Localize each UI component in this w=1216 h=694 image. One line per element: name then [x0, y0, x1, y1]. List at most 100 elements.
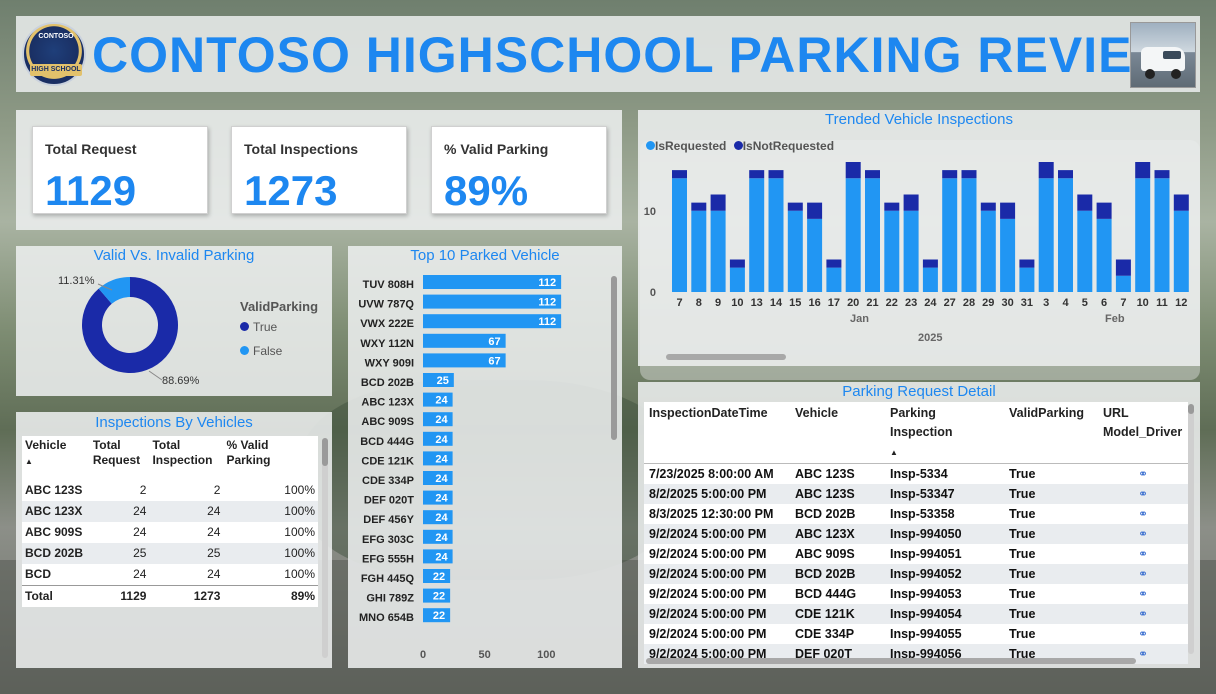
table-row[interactable]: 9/2/2024 5:00:00 PM BCD 444G Insp-994053 Tr… [644, 584, 1188, 604]
link-icon[interactable]: ⚭ [1098, 504, 1188, 524]
table-row[interactable]: 9/2/2024 5:00:00 PM CDE 121K Insp-994054 Tr… [644, 604, 1188, 624]
bar-value-label: 112 [538, 297, 556, 309]
scrollbar[interactable] [1188, 404, 1194, 654]
bar-segment-isrequested [710, 210, 726, 292]
column-header-valid-parking[interactable]: % Valid Parking [223, 436, 318, 480]
link-icon[interactable]: ⚭ [1098, 544, 1188, 564]
link-icon[interactable]: ⚭ [1098, 463, 1188, 484]
column-header-total-inspection[interactable]: Total Inspection [149, 436, 224, 480]
bar-category-label: WXY 112N [360, 338, 414, 350]
kpi-card-valid-parking[interactable]: % Valid Parking 89% [431, 126, 607, 214]
column-header-inspection-datetime[interactable]: InspectionDateTime [644, 402, 790, 464]
chart-title: Top 10 Parked Vehicle [410, 247, 560, 264]
table-row[interactable]: 9/2/2024 5:00:00 PM CDE 334P Insp-994055 Tr… [644, 624, 1188, 644]
bar-segment-isrequested [1019, 267, 1035, 292]
bar [423, 431, 453, 446]
donut-label-true: 88.69% [162, 375, 200, 387]
table-row[interactable]: BCD 202B 25 25 100% [22, 543, 318, 564]
link-icon[interactable]: ⚭ [1098, 524, 1188, 544]
link-icon[interactable]: ⚭ [1098, 564, 1188, 584]
header-banner: CONTOSO HIGH SCHOOL CONTOSO HIGHSCHOOL P… [16, 16, 1200, 92]
column-header-valid-parking[interactable]: ValidParking [1004, 402, 1098, 464]
x-tick-label: 6 [1101, 297, 1107, 309]
legend-title: ValidParking [240, 299, 319, 314]
table-row[interactable]: 7/23/2025 8:00:00 AM ABC 123S Insp-5334 Tru… [644, 463, 1188, 484]
link-icon[interactable]: ⚭ [1098, 624, 1188, 644]
trended-vehicle-inspections-chart[interactable]: Trended Vehicle Inspections IsRequested … [638, 110, 1200, 366]
column-header-parking-inspection[interactable]: Parking Inspection ▲ [885, 402, 1004, 464]
table-row[interactable]: ABC 123X 24 24 100% [22, 501, 318, 522]
column-header-vehicle[interactable]: Vehicle [790, 402, 885, 464]
bar-segment-isnotrequested [980, 202, 996, 211]
link-icon[interactable]: ⚭ [1098, 604, 1188, 624]
scrollbar[interactable] [322, 438, 328, 658]
bar-segment-isnotrequested [1038, 162, 1054, 179]
column-header-vehicle[interactable]: Vehicle ▲ [22, 436, 90, 480]
x-tick-label: 7 [1120, 297, 1126, 309]
kpi-card-total-inspections[interactable]: Total Inspections 1273 [231, 126, 407, 214]
link-icon[interactable]: ⚭ [1098, 484, 1188, 504]
donut-slice-false [98, 277, 131, 305]
bar-segment-isrequested [787, 210, 803, 292]
kpi-card-total-request[interactable]: Total Request 1129 [32, 126, 208, 214]
table-row[interactable]: ABC 123S 2 2 100% [22, 480, 318, 501]
bar [423, 314, 562, 329]
table-row[interactable]: 9/2/2024 5:00:00 PM ABC 123X Insp-994050 Tr… [644, 524, 1188, 544]
bar-segment-isrequested [807, 218, 823, 292]
parking-request-detail-table[interactable]: Parking Request Detail InspectionDateTim… [638, 382, 1200, 668]
scrollbar-thumb[interactable] [322, 438, 328, 466]
legend-dot-icon [733, 141, 743, 150]
scrollbar-thumb[interactable] [1188, 404, 1194, 414]
bar-category-label: DEF 020T [364, 495, 414, 507]
column-header-url-model-driver[interactable]: URL Model_Driver [1098, 402, 1188, 464]
bar-category-label: BCD 202B [361, 377, 414, 389]
table-row[interactable]: 9/2/2024 5:00:00 PM ABC 909S Insp-994051 Tr… [644, 544, 1188, 564]
x-tick-label: 10 [731, 297, 743, 309]
cell-datetime: 9/2/2024 5:00:00 PM [644, 524, 790, 544]
table-row[interactable]: 9/2/2024 5:00:00 PM BCD 202B Insp-994052 Tr… [644, 564, 1188, 584]
table-row[interactable]: 8/2/2025 5:00:00 PM ABC 123S Insp-53347 Tru… [644, 484, 1188, 504]
cell-datetime: 8/3/2025 12:30:00 PM [644, 504, 790, 524]
bar [423, 451, 453, 466]
legend-label: True [253, 320, 278, 334]
x-tick-label: 0 [420, 649, 426, 661]
inspections-by-vehicles-table[interactable]: Inspections By Vehicles Vehicle ▲ Total R… [16, 412, 332, 668]
cell-inspection: Insp-994055 [885, 624, 1004, 644]
top-10-parked-vehicle-chart[interactable]: Top 10 Parked Vehicle TUV 808H 112 UVW 787… [348, 246, 622, 668]
bar-segment-isnotrequested [1019, 259, 1035, 268]
sort-asc-icon: ▲ [890, 448, 898, 457]
chart-title: Trended Vehicle Inspections [825, 111, 1013, 128]
horizontal-scrollbar[interactable] [666, 354, 786, 360]
x-tick-label: 27 [944, 297, 956, 309]
cell-valid: True [1004, 624, 1098, 644]
legend-label[interactable]: IsNotRequested [742, 139, 835, 153]
link-icon[interactable]: ⚭ [1098, 584, 1188, 604]
cell-total-inspection: 24 [149, 564, 224, 586]
table-row[interactable]: ABC 909S 24 24 100% [22, 522, 318, 543]
cell-inspection: Insp-994053 [885, 584, 1004, 604]
bar-segment-isrequested [1115, 275, 1131, 292]
bar-segment-isnotrequested [768, 170, 784, 179]
legend-item-true[interactable]: True [240, 320, 277, 334]
legend-label[interactable]: IsRequested [655, 139, 727, 153]
bar-category-label: CDE 121K [361, 455, 414, 467]
table-row[interactable]: BCD 24 24 100% [22, 564, 318, 586]
cell-valid-parking: 100% [223, 543, 318, 564]
cell-datetime: 9/2/2024 5:00:00 PM [644, 564, 790, 584]
valid-invalid-parking-chart[interactable]: Valid Vs. Invalid Parking 11.31% 88.69% … [16, 246, 332, 396]
column-header-total-request[interactable]: Total Request [89, 436, 150, 480]
bar-value-label: 24 [435, 395, 448, 407]
scrollbar[interactable] [611, 276, 617, 440]
kpi-value: 89% [444, 167, 529, 214]
horizontal-scrollbar[interactable] [646, 658, 1136, 664]
legend-item-false[interactable]: False [240, 344, 282, 358]
table-row[interactable]: 8/3/2025 12:30:00 PM BCD 202B Insp-53358 Tr… [644, 504, 1188, 524]
cell-total-inspection: 2 [149, 480, 224, 501]
bar-value-label: 22 [433, 610, 445, 622]
bar-category-label: ABC 123X [361, 397, 414, 409]
scrollbar-thumb[interactable] [611, 276, 617, 440]
cell-vehicle: ABC 123X [22, 501, 90, 522]
bar-category-label: DEF 456Y [363, 514, 414, 526]
bar-value-label: 24 [435, 532, 448, 544]
table-title: Parking Request Detail [842, 383, 996, 400]
